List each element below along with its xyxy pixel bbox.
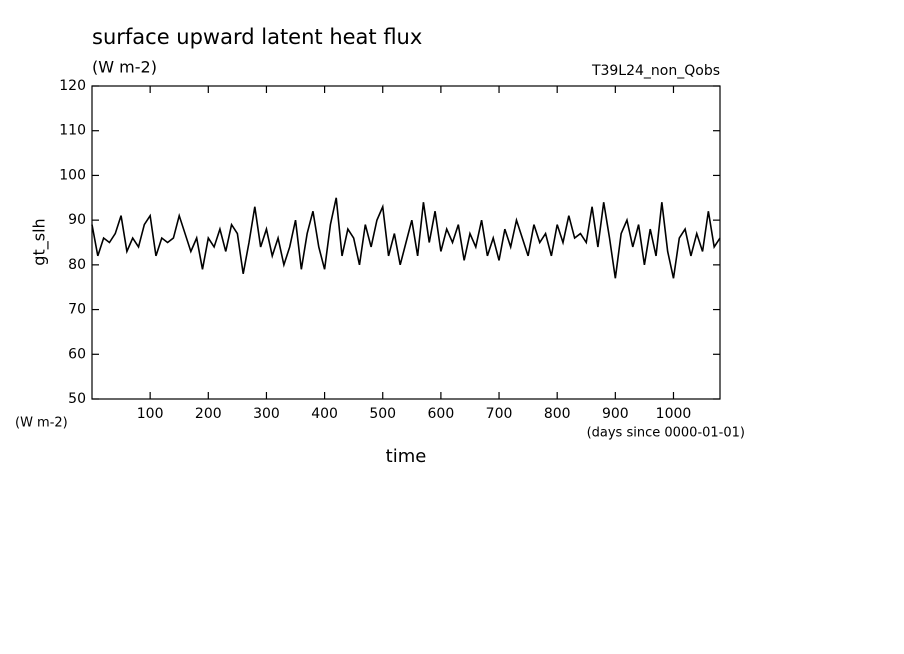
chart-title: surface upward latent heat flux (92, 25, 422, 49)
x-tick-label: 900 (602, 406, 629, 422)
y-tick-label: 90 (68, 212, 86, 228)
y-tick-label: 60 (68, 346, 86, 362)
y-unit: (W m-2) (15, 416, 68, 431)
x-tick-label: 300 (253, 406, 280, 422)
data-line (91, 197, 721, 279)
x-tick-label: 600 (428, 406, 455, 422)
y-tick-label: 120 (59, 78, 86, 94)
x-tick-label: 700 (486, 406, 513, 422)
y-tick-label: 50 (68, 391, 86, 407)
x-tick-label: 800 (544, 406, 571, 422)
y-tick-label: 80 (68, 257, 86, 273)
plot-frame (91, 85, 721, 400)
y-tick-label: 70 (68, 302, 86, 318)
y-tick-label: 100 (59, 167, 86, 183)
x-axis-label: time (386, 446, 427, 467)
x-tick-label: 1000 (656, 406, 692, 422)
annotation: T39L24_non_Qobs (591, 63, 720, 79)
y-axis-label: gt_slh (30, 218, 50, 265)
subtitle: (W m-2) (92, 58, 157, 77)
x-tick-label: 200 (195, 406, 222, 422)
x-unit: (days since 0000-01-01) (587, 426, 745, 441)
x-tick-label: 100 (137, 406, 164, 422)
x-tick-label: 500 (369, 406, 396, 422)
y-tick-label: 110 (59, 123, 86, 139)
x-tick-label: 400 (311, 406, 338, 422)
